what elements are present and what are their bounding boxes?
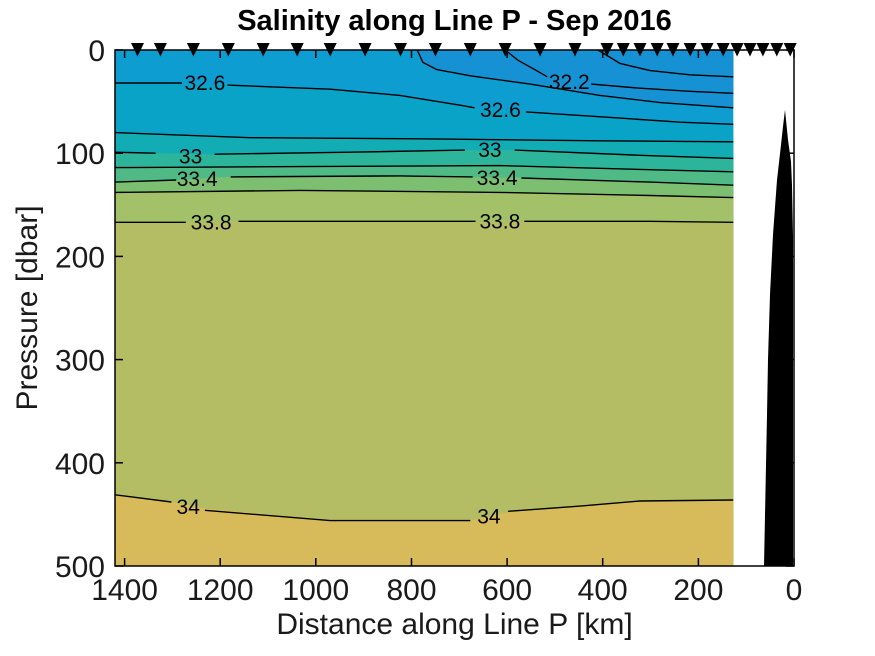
contour-fill-below-33.8 — [115, 221, 734, 567]
contour-line-32.2 — [504, 49, 548, 78]
x-tick-label: 600 — [482, 574, 532, 607]
contour-fill-below-34 — [115, 494, 734, 566]
chart-title: Salinity along Line P - Sep 2016 — [237, 5, 672, 37]
plot-frame — [114, 49, 795, 567]
contour-line-33.4 — [521, 177, 734, 186]
x-tick-label: 800 — [386, 574, 436, 607]
contour-label-33.4: 33.4 — [177, 168, 218, 191]
contour-line-33 — [514, 149, 734, 160]
contour-line-32.2 — [591, 83, 734, 94]
contour-line-34 — [114, 494, 172, 503]
contour-label-34: 34 — [177, 496, 201, 519]
contour-line-32.6 — [227, 84, 475, 109]
x-tick-label: 1200 — [187, 574, 254, 607]
contour-label-33: 33 — [478, 139, 501, 162]
contour-line-32.4 — [416, 49, 734, 109]
x-tick-label: 400 — [578, 574, 628, 607]
contour-line-33.4 — [230, 175, 473, 178]
y-tick-label: 300 — [55, 345, 105, 378]
x-tick-label: 200 — [673, 574, 723, 607]
y-tick-label: 100 — [55, 138, 105, 171]
contour-line-33.2 — [114, 164, 734, 173]
contour-line-32.6 — [526, 111, 734, 125]
y-axis-label: Pressure [dbar] — [11, 205, 44, 411]
y-tick-label: 0 — [88, 35, 105, 68]
y-tick-label: 200 — [55, 241, 105, 274]
contour-label-32.6: 32.6 — [184, 72, 225, 95]
x-tick-label: 1000 — [282, 574, 349, 607]
contour-line-33.6 — [114, 189, 734, 199]
contour-line-34 — [508, 499, 734, 512]
contour-line-33.8 — [524, 220, 734, 223]
y-tick-label: 500 — [55, 551, 105, 584]
contour-line-33.4 — [114, 179, 177, 183]
contour-line-32.8 — [114, 131, 734, 143]
contour-label-33.8: 33.8 — [191, 211, 232, 234]
y-tick-label: 400 — [55, 448, 105, 481]
contour-line-33 — [214, 149, 466, 155]
contour-fill-above-32.4 — [417, 50, 734, 108]
contour-label-33.4: 33.4 — [477, 167, 518, 190]
contour-label-33: 33 — [179, 145, 202, 168]
bathymetry-silhouette — [764, 109, 793, 567]
contour-label-32.6: 32.6 — [480, 99, 521, 122]
contour-line-34 — [204, 509, 471, 522]
x-axis-label: Distance along Line P [km] — [276, 608, 633, 641]
contour-line-32 — [597, 49, 734, 78]
x-tick-label: 0 — [786, 574, 803, 607]
contour-label-33.8: 33.8 — [479, 210, 520, 233]
x-tick-label: 1400 — [91, 574, 158, 607]
contour-label-34: 34 — [477, 506, 501, 529]
contour-line-33 — [114, 151, 156, 154]
